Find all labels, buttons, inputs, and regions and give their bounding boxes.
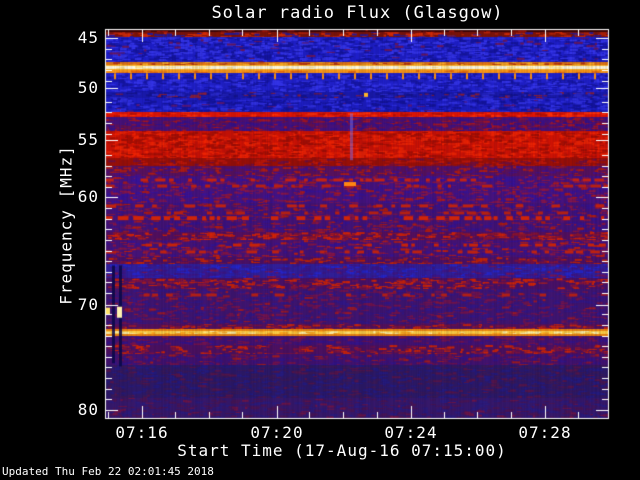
y-tick-label: 55 — [77, 130, 99, 149]
x-tick-label: 07:20 — [250, 423, 304, 442]
chart-title: Solar radio Flux (Glasgow) — [211, 3, 504, 23]
updated-timestamp: Updated Thu Feb 22 02:01:45 2018 — [2, 465, 214, 478]
y-tick-label: 50 — [77, 78, 99, 97]
x-axis-title: Start Time (17-Aug-16 07:15:00) — [177, 441, 507, 460]
y-tick-label: 45 — [77, 28, 99, 47]
y-tick-label: 70 — [77, 295, 99, 314]
y-axis-title: Frequency [MHz] — [56, 145, 76, 305]
x-tick-label: 07:28 — [518, 423, 572, 442]
y-tick-label: 80 — [77, 400, 99, 419]
x-tick-label: 07:16 — [115, 423, 169, 442]
y-tick-label: 60 — [77, 187, 99, 206]
x-tick-label: 07:24 — [384, 423, 438, 442]
